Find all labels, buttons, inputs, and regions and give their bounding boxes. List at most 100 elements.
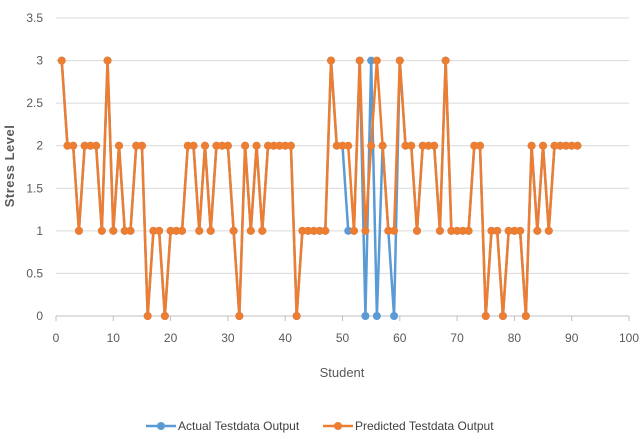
legend-label: Predicted Testdata Output bbox=[355, 419, 494, 433]
data-point bbox=[212, 141, 221, 150]
data-point bbox=[447, 226, 456, 235]
data-point bbox=[269, 141, 278, 150]
data-point bbox=[298, 226, 307, 235]
data-point bbox=[292, 312, 301, 320]
data-point bbox=[206, 226, 215, 235]
y-tick-label: 1.5 bbox=[26, 181, 43, 195]
series-lines bbox=[57, 56, 582, 320]
data-point bbox=[424, 141, 433, 150]
data-point bbox=[286, 141, 295, 150]
x-tick-label: 40 bbox=[279, 331, 293, 345]
data-point bbox=[458, 226, 467, 235]
legend-item: Actual Testdata Output bbox=[146, 419, 300, 433]
data-point bbox=[493, 226, 502, 235]
data-point bbox=[309, 226, 318, 235]
data-point bbox=[441, 56, 450, 65]
data-point bbox=[372, 312, 381, 320]
x-tick-label: 20 bbox=[164, 331, 178, 345]
data-point bbox=[132, 141, 141, 150]
data-point bbox=[407, 141, 416, 150]
y-tick-label: 0 bbox=[36, 309, 43, 323]
data-point bbox=[69, 141, 78, 150]
data-point bbox=[137, 141, 146, 150]
data-point bbox=[367, 141, 376, 150]
data-point bbox=[556, 141, 565, 150]
data-point bbox=[498, 312, 507, 320]
data-point bbox=[143, 312, 152, 320]
data-point bbox=[344, 226, 353, 235]
data-point bbox=[378, 141, 387, 150]
data-point bbox=[527, 141, 536, 150]
legend-label: Actual Testdata Output bbox=[178, 419, 300, 433]
data-point bbox=[510, 226, 519, 235]
y-tick-label: 2 bbox=[36, 139, 43, 153]
data-point bbox=[372, 56, 381, 65]
data-point bbox=[80, 141, 89, 150]
data-point bbox=[390, 226, 399, 235]
data-point bbox=[97, 226, 106, 235]
data-point bbox=[223, 141, 232, 150]
data-point bbox=[86, 141, 95, 150]
y-tick-label: 3 bbox=[36, 54, 43, 68]
data-point bbox=[281, 141, 290, 150]
y-tick-label: 1 bbox=[36, 224, 43, 238]
data-point bbox=[120, 226, 129, 235]
data-point bbox=[384, 226, 393, 235]
data-point bbox=[435, 226, 444, 235]
data-point bbox=[264, 141, 273, 150]
data-point bbox=[63, 141, 72, 150]
x-tick-labels: 0 10 20 30 40 50 60 70 80 90 100 bbox=[53, 331, 640, 345]
data-point bbox=[109, 226, 118, 235]
x-tick-label: 60 bbox=[393, 331, 407, 345]
data-point bbox=[573, 141, 582, 150]
data-point bbox=[453, 226, 462, 235]
data-point bbox=[344, 141, 353, 150]
y-tick-labels: 0 0.5 1 1.5 2 2.5 3 3.5 bbox=[26, 11, 43, 323]
y-tick-label: 0.5 bbox=[26, 266, 43, 280]
data-point bbox=[561, 141, 570, 150]
data-point bbox=[327, 56, 336, 65]
data-point bbox=[235, 312, 244, 320]
x-tick-label: 10 bbox=[107, 331, 121, 345]
data-point bbox=[321, 226, 330, 235]
x-tick-label: 70 bbox=[450, 331, 464, 345]
data-point bbox=[470, 141, 479, 150]
data-point bbox=[155, 226, 164, 235]
data-point bbox=[430, 141, 439, 150]
data-point bbox=[395, 56, 404, 65]
data-point bbox=[355, 56, 364, 65]
data-point bbox=[252, 141, 261, 150]
series-2 bbox=[57, 56, 582, 320]
data-point bbox=[200, 141, 209, 150]
data-point bbox=[367, 56, 376, 65]
data-point bbox=[115, 141, 124, 150]
data-point bbox=[481, 312, 490, 320]
y-tick-label: 3.5 bbox=[26, 11, 43, 25]
data-point bbox=[241, 141, 250, 150]
data-point bbox=[218, 141, 227, 150]
data-point bbox=[304, 226, 313, 235]
data-point bbox=[315, 226, 324, 235]
data-point bbox=[178, 226, 187, 235]
data-point bbox=[361, 226, 370, 235]
legend-marker bbox=[334, 422, 342, 430]
data-point bbox=[92, 141, 101, 150]
legend-marker bbox=[157, 422, 165, 430]
data-point bbox=[57, 56, 66, 65]
data-point bbox=[275, 141, 284, 150]
x-tick-label: 0 bbox=[53, 331, 60, 345]
legend: Actual Testdata Output Predicted Testdata… bbox=[146, 419, 494, 433]
data-point bbox=[464, 226, 473, 235]
data-point bbox=[172, 226, 181, 235]
data-point bbox=[229, 226, 238, 235]
x-tick-label: 30 bbox=[221, 331, 235, 345]
data-point bbox=[195, 226, 204, 235]
data-point bbox=[533, 226, 542, 235]
data-point bbox=[418, 141, 427, 150]
axes bbox=[55, 315, 630, 321]
data-point bbox=[126, 226, 135, 235]
x-axis-title: Student bbox=[320, 365, 365, 380]
data-point bbox=[401, 141, 410, 150]
data-point bbox=[166, 226, 175, 235]
